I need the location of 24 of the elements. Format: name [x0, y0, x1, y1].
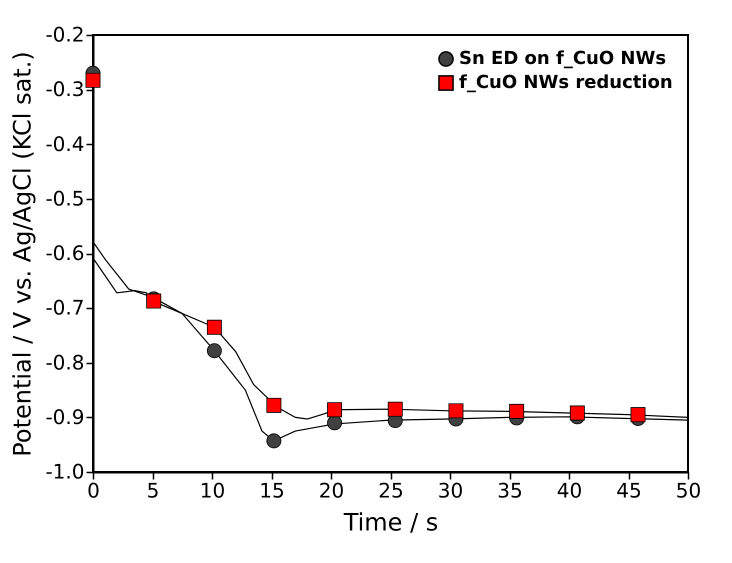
y-tick-label: -0.2: [45, 22, 84, 46]
x-tick-label: 35: [497, 478, 523, 502]
y-tick-label: -1.0: [45, 460, 84, 484]
legend-label: Sn ED on f_CuO NWs: [459, 48, 666, 69]
x-tick-label: 50: [676, 478, 702, 502]
x-tick-label: 15: [259, 478, 285, 502]
x-tick-label: 5: [146, 478, 160, 502]
x-tick-label: 45: [616, 478, 642, 502]
y-tick-label: -0.7: [45, 296, 84, 320]
x-tick-label: 20: [318, 478, 344, 502]
legend-label: f_CuO NWs reduction: [459, 72, 673, 93]
x-axis-title: Time / s: [342, 508, 438, 536]
x-tick-label: 30: [438, 478, 464, 502]
y-tick-label: -0.9: [45, 404, 84, 429]
y-axis-title: Potential / V vs. Ag/AgCl (KCl sat.): [8, 51, 36, 457]
x-tick-label: 25: [378, 478, 404, 502]
x-tick-label: 40: [556, 478, 582, 502]
y-tick-label: -0.8: [45, 350, 84, 374]
y-tick-label: -0.3: [45, 77, 84, 102]
y-tick-label: -0.6: [45, 241, 84, 265]
x-tick-label: 10: [200, 478, 226, 502]
x-tick-label: 0: [87, 478, 100, 502]
y-tick-label: -0.5: [45, 186, 84, 210]
y-tick-label: -0.4: [45, 132, 84, 156]
